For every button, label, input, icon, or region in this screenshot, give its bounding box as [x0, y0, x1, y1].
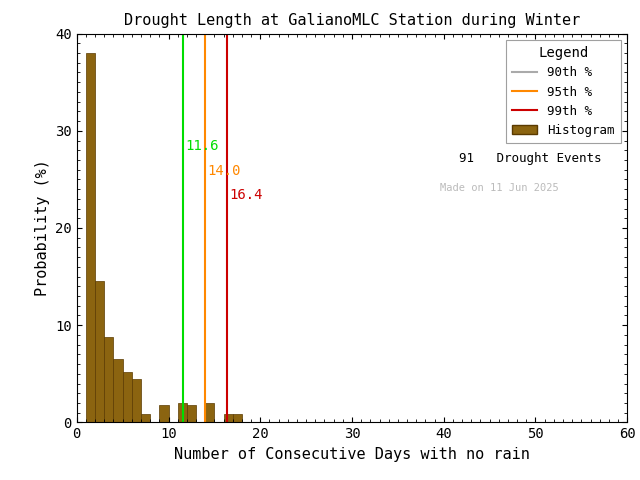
Bar [159, 405, 168, 422]
Bar [233, 414, 242, 422]
Bar [132, 379, 141, 422]
Bar [187, 405, 196, 422]
Bar [95, 281, 104, 422]
Title: Drought Length at GalianoMLC Station during Winter: Drought Length at GalianoMLC Station dur… [124, 13, 580, 28]
Bar [104, 337, 113, 422]
Bar [205, 403, 214, 422]
Bar [178, 403, 187, 422]
Text: 91   Drought Events: 91 Drought Events [460, 152, 602, 165]
Bar [113, 359, 123, 422]
Text: 16.4: 16.4 [229, 188, 262, 202]
Legend: 90th %, 95th %, 99th %, Histogram: 90th %, 95th %, 99th %, Histogram [506, 40, 621, 144]
Bar [141, 414, 150, 422]
Text: Made on 11 Jun 2025: Made on 11 Jun 2025 [440, 183, 559, 193]
Bar [123, 372, 132, 422]
Bar [223, 414, 233, 422]
Text: 14.0: 14.0 [207, 164, 241, 178]
Y-axis label: Probability (%): Probability (%) [35, 159, 50, 297]
Bar [86, 53, 95, 422]
Text: 11.6: 11.6 [185, 139, 218, 153]
X-axis label: Number of Consecutive Days with no rain: Number of Consecutive Days with no rain [174, 447, 530, 462]
